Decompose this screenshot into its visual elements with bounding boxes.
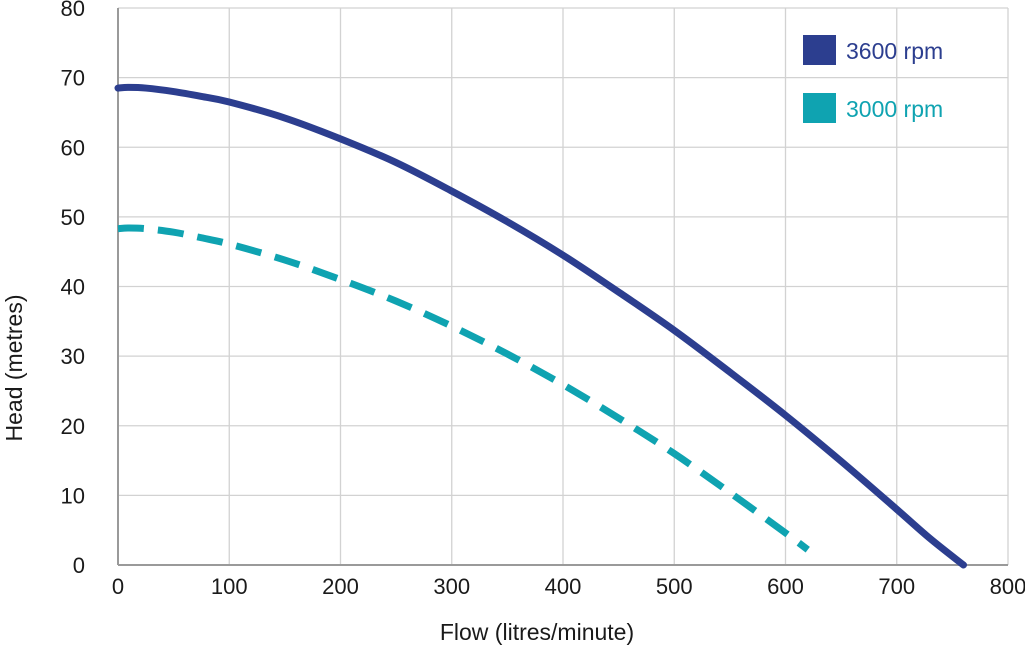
y-tick-label-0: 0	[73, 553, 85, 578]
x-tick-label-100: 100	[211, 574, 248, 599]
y-tick-label-50: 50	[61, 205, 85, 230]
y-tick-label-10: 10	[61, 483, 85, 508]
x-axis-title: Flow (litres/minute)	[440, 619, 634, 645]
y-tick-label-30: 30	[61, 344, 85, 369]
x-tick-label-600: 600	[767, 574, 804, 599]
x-tick-label-300: 300	[433, 574, 470, 599]
x-tick-label-200: 200	[322, 574, 359, 599]
series-lines	[114, 83, 967, 569]
legend-swatch-3600-rpm	[803, 35, 836, 65]
y-tick-label-20: 20	[61, 414, 85, 439]
series-line-3600-rpm	[114, 83, 967, 569]
y-tick-label-40: 40	[61, 275, 85, 300]
x-tick-label-500: 500	[656, 574, 693, 599]
series-line-3000-rpm	[117, 224, 810, 553]
legend: 3600 rpm 3000 rpm	[803, 35, 943, 123]
y-axis-title: Head (metres)	[1, 295, 27, 442]
legend-label-3600-rpm: 3600 rpm	[846, 38, 943, 64]
grid	[118, 7, 1009, 565]
x-tick-label-700: 700	[878, 574, 915, 599]
axes	[117, 8, 1008, 566]
y-tick-label-60: 60	[61, 135, 85, 160]
legend-swatch-3000-rpm	[803, 93, 836, 123]
legend-label-3000-rpm: 3000 rpm	[846, 96, 943, 122]
y-tick-label-70: 70	[61, 66, 85, 91]
x-tick-label-400: 400	[545, 574, 582, 599]
y-tick-label-80: 80	[61, 0, 85, 21]
x-tick-label-0: 0	[112, 574, 124, 599]
x-tick-label-800: 800	[990, 574, 1025, 599]
tick-labels: 0 100 200 300 400 500 600 700 800 0 10 20 30 40 50 60 70…	[61, 0, 1025, 599]
